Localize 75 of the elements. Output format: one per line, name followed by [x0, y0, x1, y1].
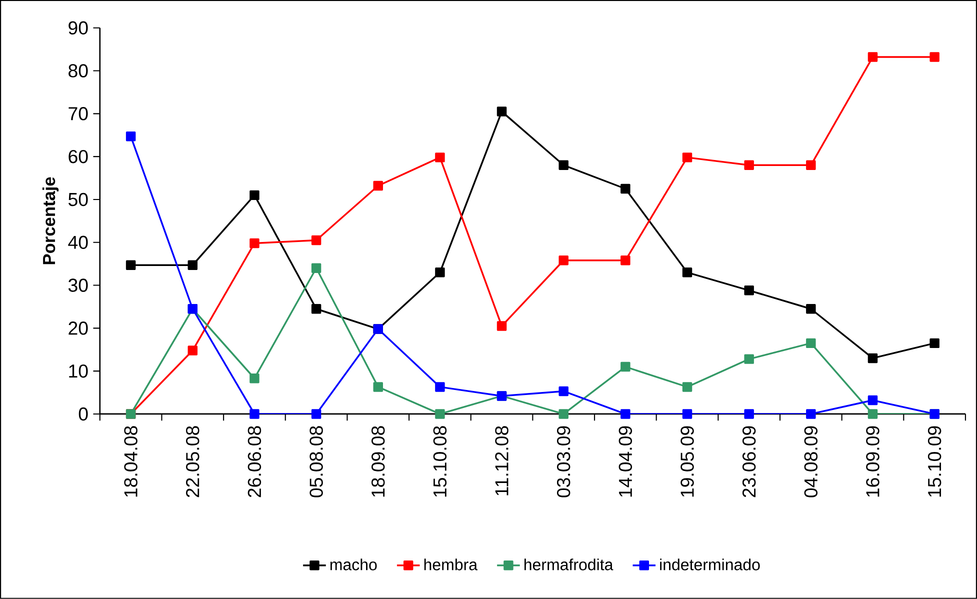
- y-tick-label: 10: [69, 364, 88, 378]
- y-tick-label: 70: [68, 107, 88, 120]
- point: [682, 268, 692, 278]
- point: [806, 338, 816, 348]
- point: [868, 52, 878, 62]
- point: [744, 409, 754, 419]
- x-tick-label: 19.05.09: [680, 426, 694, 497]
- x-tick-label: 15.10.08: [433, 426, 447, 497]
- x-tick-label: 26.06.08: [248, 426, 262, 498]
- x-tick-label: 11.12.08: [495, 426, 508, 496]
- point: [620, 184, 630, 194]
- x-tick-label: 18.04.08: [124, 426, 138, 497]
- point: [558, 256, 568, 266]
- x-tick-label: 16.09.09: [866, 426, 880, 497]
- y-axis-title: Porcentaje: [42, 177, 59, 264]
- point: [558, 160, 568, 170]
- legend-label: macho: [330, 558, 377, 570]
- point: [558, 409, 568, 419]
- y-tick-label: 40: [68, 236, 88, 250]
- point: [435, 409, 445, 419]
- point: [806, 304, 816, 314]
- point: [496, 106, 507, 116]
- point: [744, 160, 754, 170]
- point: [620, 362, 630, 372]
- point: [682, 409, 692, 419]
- x-tick-label: 15.10.09: [928, 426, 942, 497]
- point: [435, 152, 445, 162]
- x-tick-label: 18.09.08: [371, 426, 385, 497]
- point: [311, 304, 322, 314]
- legend-label: hembra: [424, 558, 478, 570]
- x-tick-label: 05.08.08: [310, 426, 323, 498]
- point: [250, 374, 260, 384]
- point: [868, 395, 878, 406]
- point: [930, 338, 940, 348]
- point: [806, 160, 816, 170]
- point: [126, 132, 136, 142]
- point: [806, 409, 816, 419]
- y-tick-label: 50: [68, 192, 88, 206]
- x-tick-label: 14.04.09: [618, 426, 632, 497]
- y-tick-label: 60: [68, 150, 88, 164]
- y-tick-label: 30: [68, 278, 88, 292]
- point: [188, 260, 198, 270]
- x-tick-label: 23.06.09: [742, 426, 756, 498]
- point: [188, 346, 198, 356]
- point: [435, 382, 445, 392]
- point: [868, 353, 878, 364]
- point: [744, 354, 754, 364]
- y-tick-label: 0: [78, 407, 88, 421]
- point: [250, 409, 260, 419]
- point: [744, 286, 754, 296]
- point: [868, 409, 878, 419]
- point: [682, 382, 692, 392]
- point: [373, 382, 383, 392]
- x-tick-label: 04.08.09: [804, 426, 818, 498]
- x-tick-label: 03.03.09: [556, 426, 570, 498]
- y-tick-label: 20: [68, 322, 88, 335]
- point: [373, 180, 383, 191]
- point: [250, 238, 260, 248]
- y-tick-label: 80: [68, 64, 88, 78]
- point: [930, 52, 940, 62]
- legend-label: hermafrodita: [524, 558, 614, 570]
- point: [435, 268, 445, 278]
- point: [682, 152, 692, 162]
- point: [620, 256, 630, 266]
- point: [126, 260, 136, 270]
- point: [496, 321, 507, 331]
- point: [311, 235, 322, 246]
- x-tick-label: 22.05.08: [186, 426, 200, 498]
- point: [311, 263, 322, 274]
- point: [620, 409, 630, 419]
- point: [558, 386, 568, 396]
- point: [311, 409, 322, 419]
- legend-label: indeterminado: [660, 558, 760, 570]
- y-tick-label: 90: [68, 21, 88, 35]
- point: [250, 190, 260, 200]
